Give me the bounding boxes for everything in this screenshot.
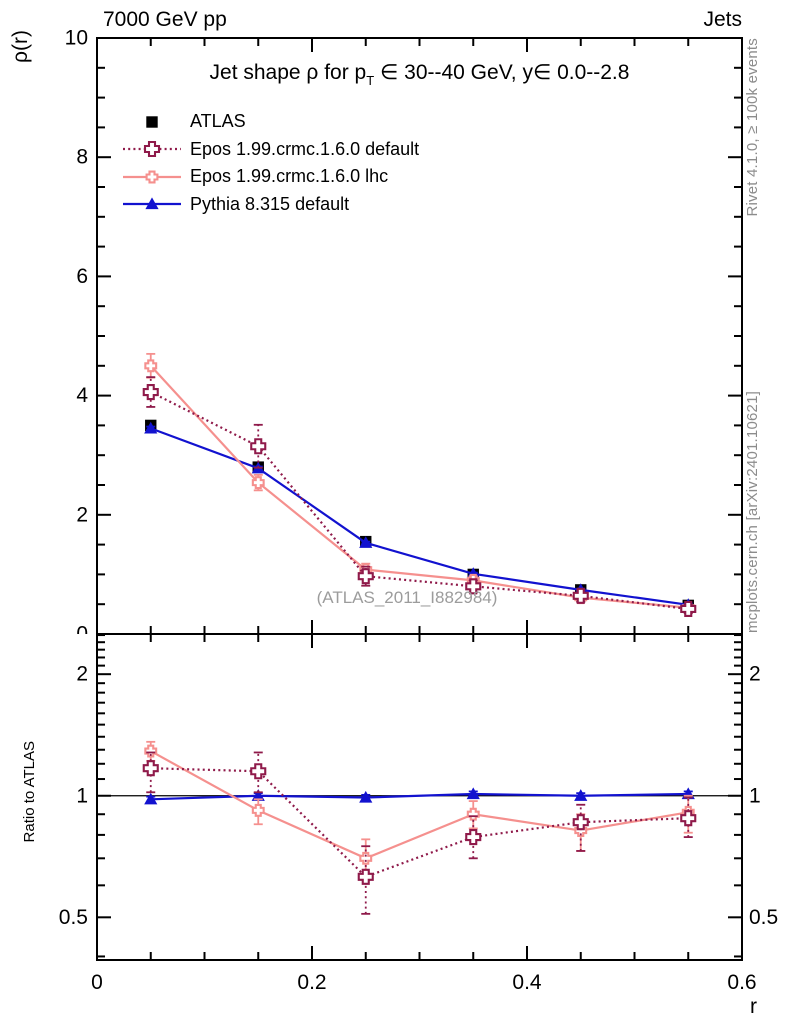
epos-lhc-marker-icon xyxy=(123,170,181,184)
main-series-1 xyxy=(142,376,697,618)
axis-tick-labels: 2 4 6 8 10 0 0.5 0.5 1 1 2 2 0 0.2 0.4 0.6 xyxy=(59,27,778,995)
main-series xyxy=(142,352,697,618)
legend-entry-pythia: Pythia 8.315 default xyxy=(121,191,419,219)
svg-text:0: 0 xyxy=(91,971,103,994)
header-analysis-group: Jets xyxy=(703,8,742,31)
x-axis-title: r xyxy=(750,995,757,1018)
legend-label-atlas: ATLAS xyxy=(190,111,246,132)
svg-text:0.5: 0.5 xyxy=(59,906,88,929)
svg-text:1: 1 xyxy=(749,784,761,807)
ratio-series-1 xyxy=(144,740,695,878)
svg-text:0.5: 0.5 xyxy=(749,906,778,929)
legend-entry-epos-default: Epos 1.99.crmc.1.6.0 default xyxy=(121,136,419,164)
svg-text:2: 2 xyxy=(76,663,88,686)
legend-label-epos-default: Epos 1.99.crmc.1.6.0 default xyxy=(190,138,420,159)
plot-title-subscript: T xyxy=(366,73,375,88)
plot-title-post: ∈ 30--40 GeV, y∈ 0.0--2.8 xyxy=(374,61,630,84)
svg-text:10: 10 xyxy=(65,27,88,50)
plot-title: Jet shape ρ for pT ∈ 30--40 GeV, y∈ 0.0-… xyxy=(97,60,742,88)
svg-text:0.4: 0.4 xyxy=(512,971,542,994)
legend-label-epos-lhc: Epos 1.99.crmc.1.6.0 lhc xyxy=(190,166,389,187)
svg-text:0.6: 0.6 xyxy=(727,971,756,994)
ratio-series-2 xyxy=(144,787,695,805)
rivet-version-note: Rivet 4.1.0, ≥ 100k events xyxy=(744,38,761,217)
svg-text:4: 4 xyxy=(76,384,88,407)
y-axis-title: ρ(r) xyxy=(9,30,32,63)
svg-text:6: 6 xyxy=(76,265,88,288)
ratio-series-0 xyxy=(142,751,697,915)
legend-entry-atlas: ATLAS xyxy=(121,108,419,136)
plot-title-pre: Jet shape ρ for p xyxy=(209,61,367,84)
ratio-series xyxy=(142,740,697,915)
pythia-marker-icon xyxy=(123,197,181,210)
ratio-axis-title: Ratio to ATLAS xyxy=(21,741,38,843)
svg-text:0: 0 xyxy=(76,623,88,646)
svg-text:2: 2 xyxy=(76,503,88,526)
svg-text:0.2: 0.2 xyxy=(297,971,326,994)
half-zero-label: 0 xyxy=(76,623,88,646)
epos-default-marker-icon xyxy=(123,141,181,158)
header-beam-energy: 7000 GeV pp xyxy=(103,8,227,31)
legend: ATLAS Epos 1.99.crmc.1.6.0 default Epos … xyxy=(121,108,419,218)
main-series-2 xyxy=(144,352,695,615)
svg-text:2: 2 xyxy=(749,663,761,686)
svg-text:1: 1 xyxy=(76,784,88,807)
analysis-watermark: (ATLAS_2011_I882984) xyxy=(316,588,498,607)
legend-entry-epos-lhc: Epos 1.99.crmc.1.6.0 lhc xyxy=(121,163,419,191)
axis-ticks xyxy=(96,37,743,960)
mcplots-arxiv-note: mcplots.cern.ch [arXiv:2401.10621] xyxy=(744,391,761,633)
legend-label-pythia: Pythia 8.315 default xyxy=(190,193,350,214)
svg-text:8: 8 xyxy=(76,146,88,169)
atlas-marker-icon xyxy=(146,116,158,128)
